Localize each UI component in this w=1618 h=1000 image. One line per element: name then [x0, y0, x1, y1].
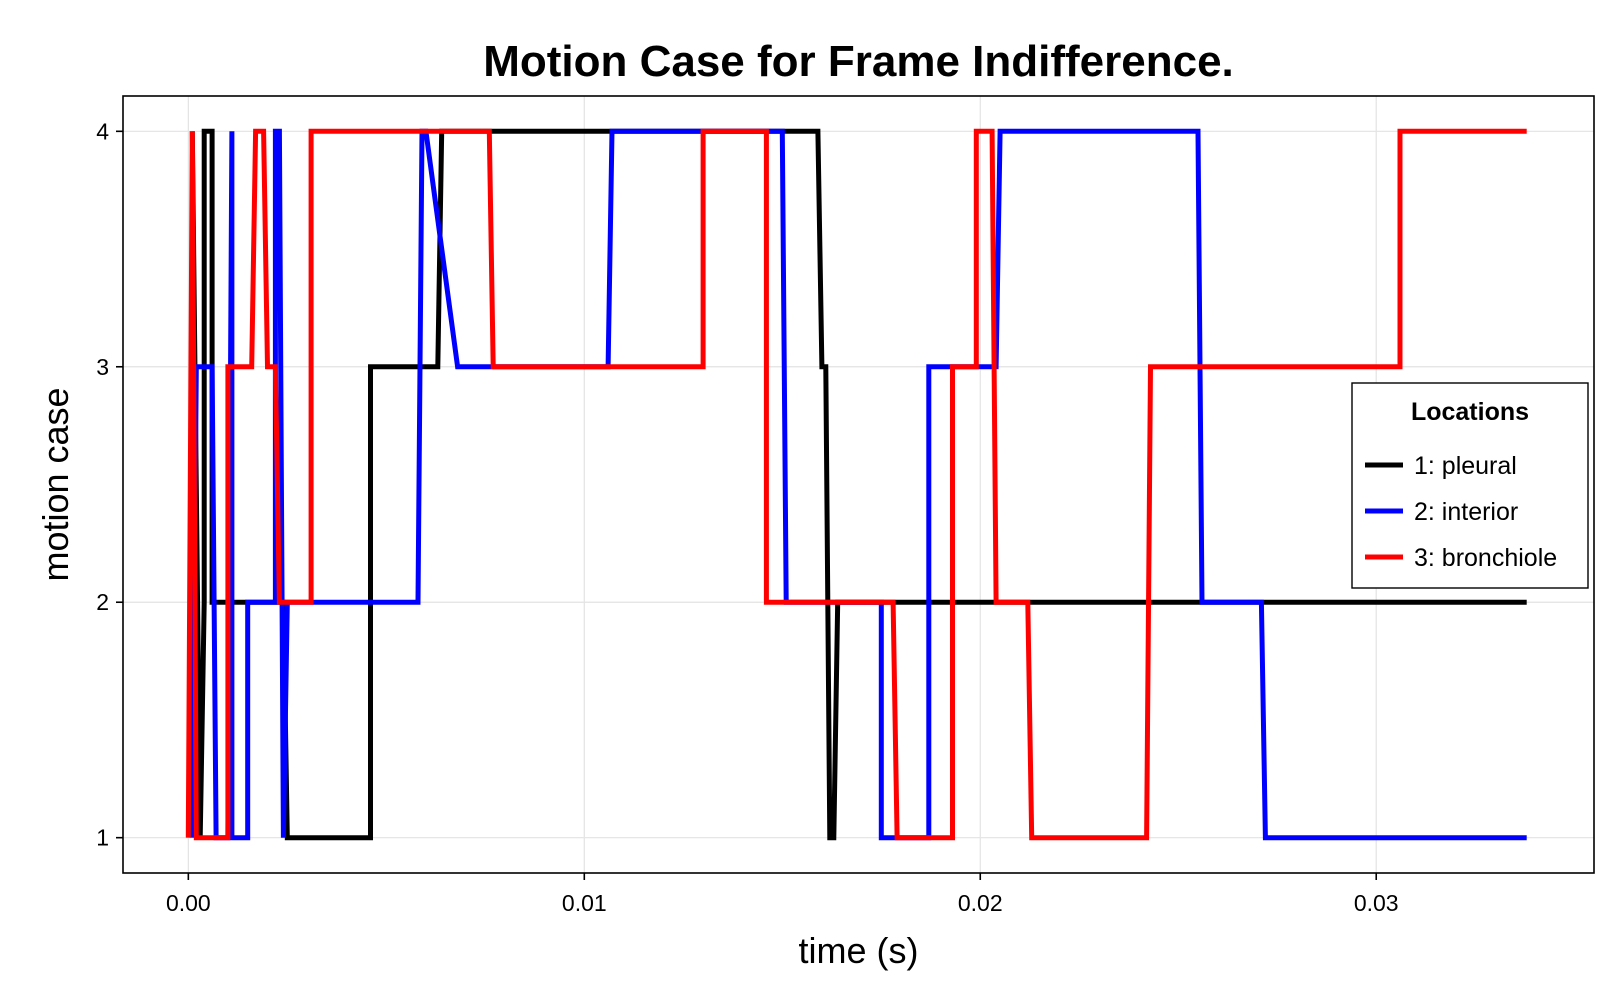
series-line-3 — [185, 128, 1527, 841]
legend-label-3: 3: bronchiole — [1414, 544, 1557, 572]
y-tick-label: 3 — [96, 354, 109, 380]
legend-label-2: 2: interior — [1414, 498, 1518, 526]
chart-title: Motion Case for Frame Indifference. — [483, 37, 1234, 86]
series-line-1 — [189, 128, 1527, 841]
legend: Locations 1: pleural 2: interior 3: bronch… — [1351, 382, 1589, 589]
y-tick-label: 4 — [96, 118, 109, 144]
y-tick-label: 1 — [96, 825, 109, 851]
legend-title: Locations — [1411, 398, 1529, 426]
series-layer — [185, 128, 1527, 841]
y-tick-label: 2 — [96, 589, 109, 615]
x-axis-label: time (s) — [799, 930, 919, 971]
x-tick-label: 0.00 — [166, 890, 211, 916]
legend-box — [1351, 382, 1589, 589]
y-axis-label: motion case — [35, 387, 76, 581]
series-line-2 — [189, 128, 1527, 841]
x-tick-label: 0.03 — [1354, 890, 1399, 916]
x-tick-label: 0.01 — [562, 890, 607, 916]
x-tick-label: 0.02 — [958, 890, 1003, 916]
legend-label-1: 1: pleural — [1414, 452, 1517, 480]
tick-layer: 0.00 0.01 0.02 0.03 1 2 3 4 — [96, 118, 1398, 916]
legend-entries: 1: pleural 2: interior 3: bronchiole — [1365, 452, 1557, 572]
plot-frame — [122, 95, 1595, 874]
